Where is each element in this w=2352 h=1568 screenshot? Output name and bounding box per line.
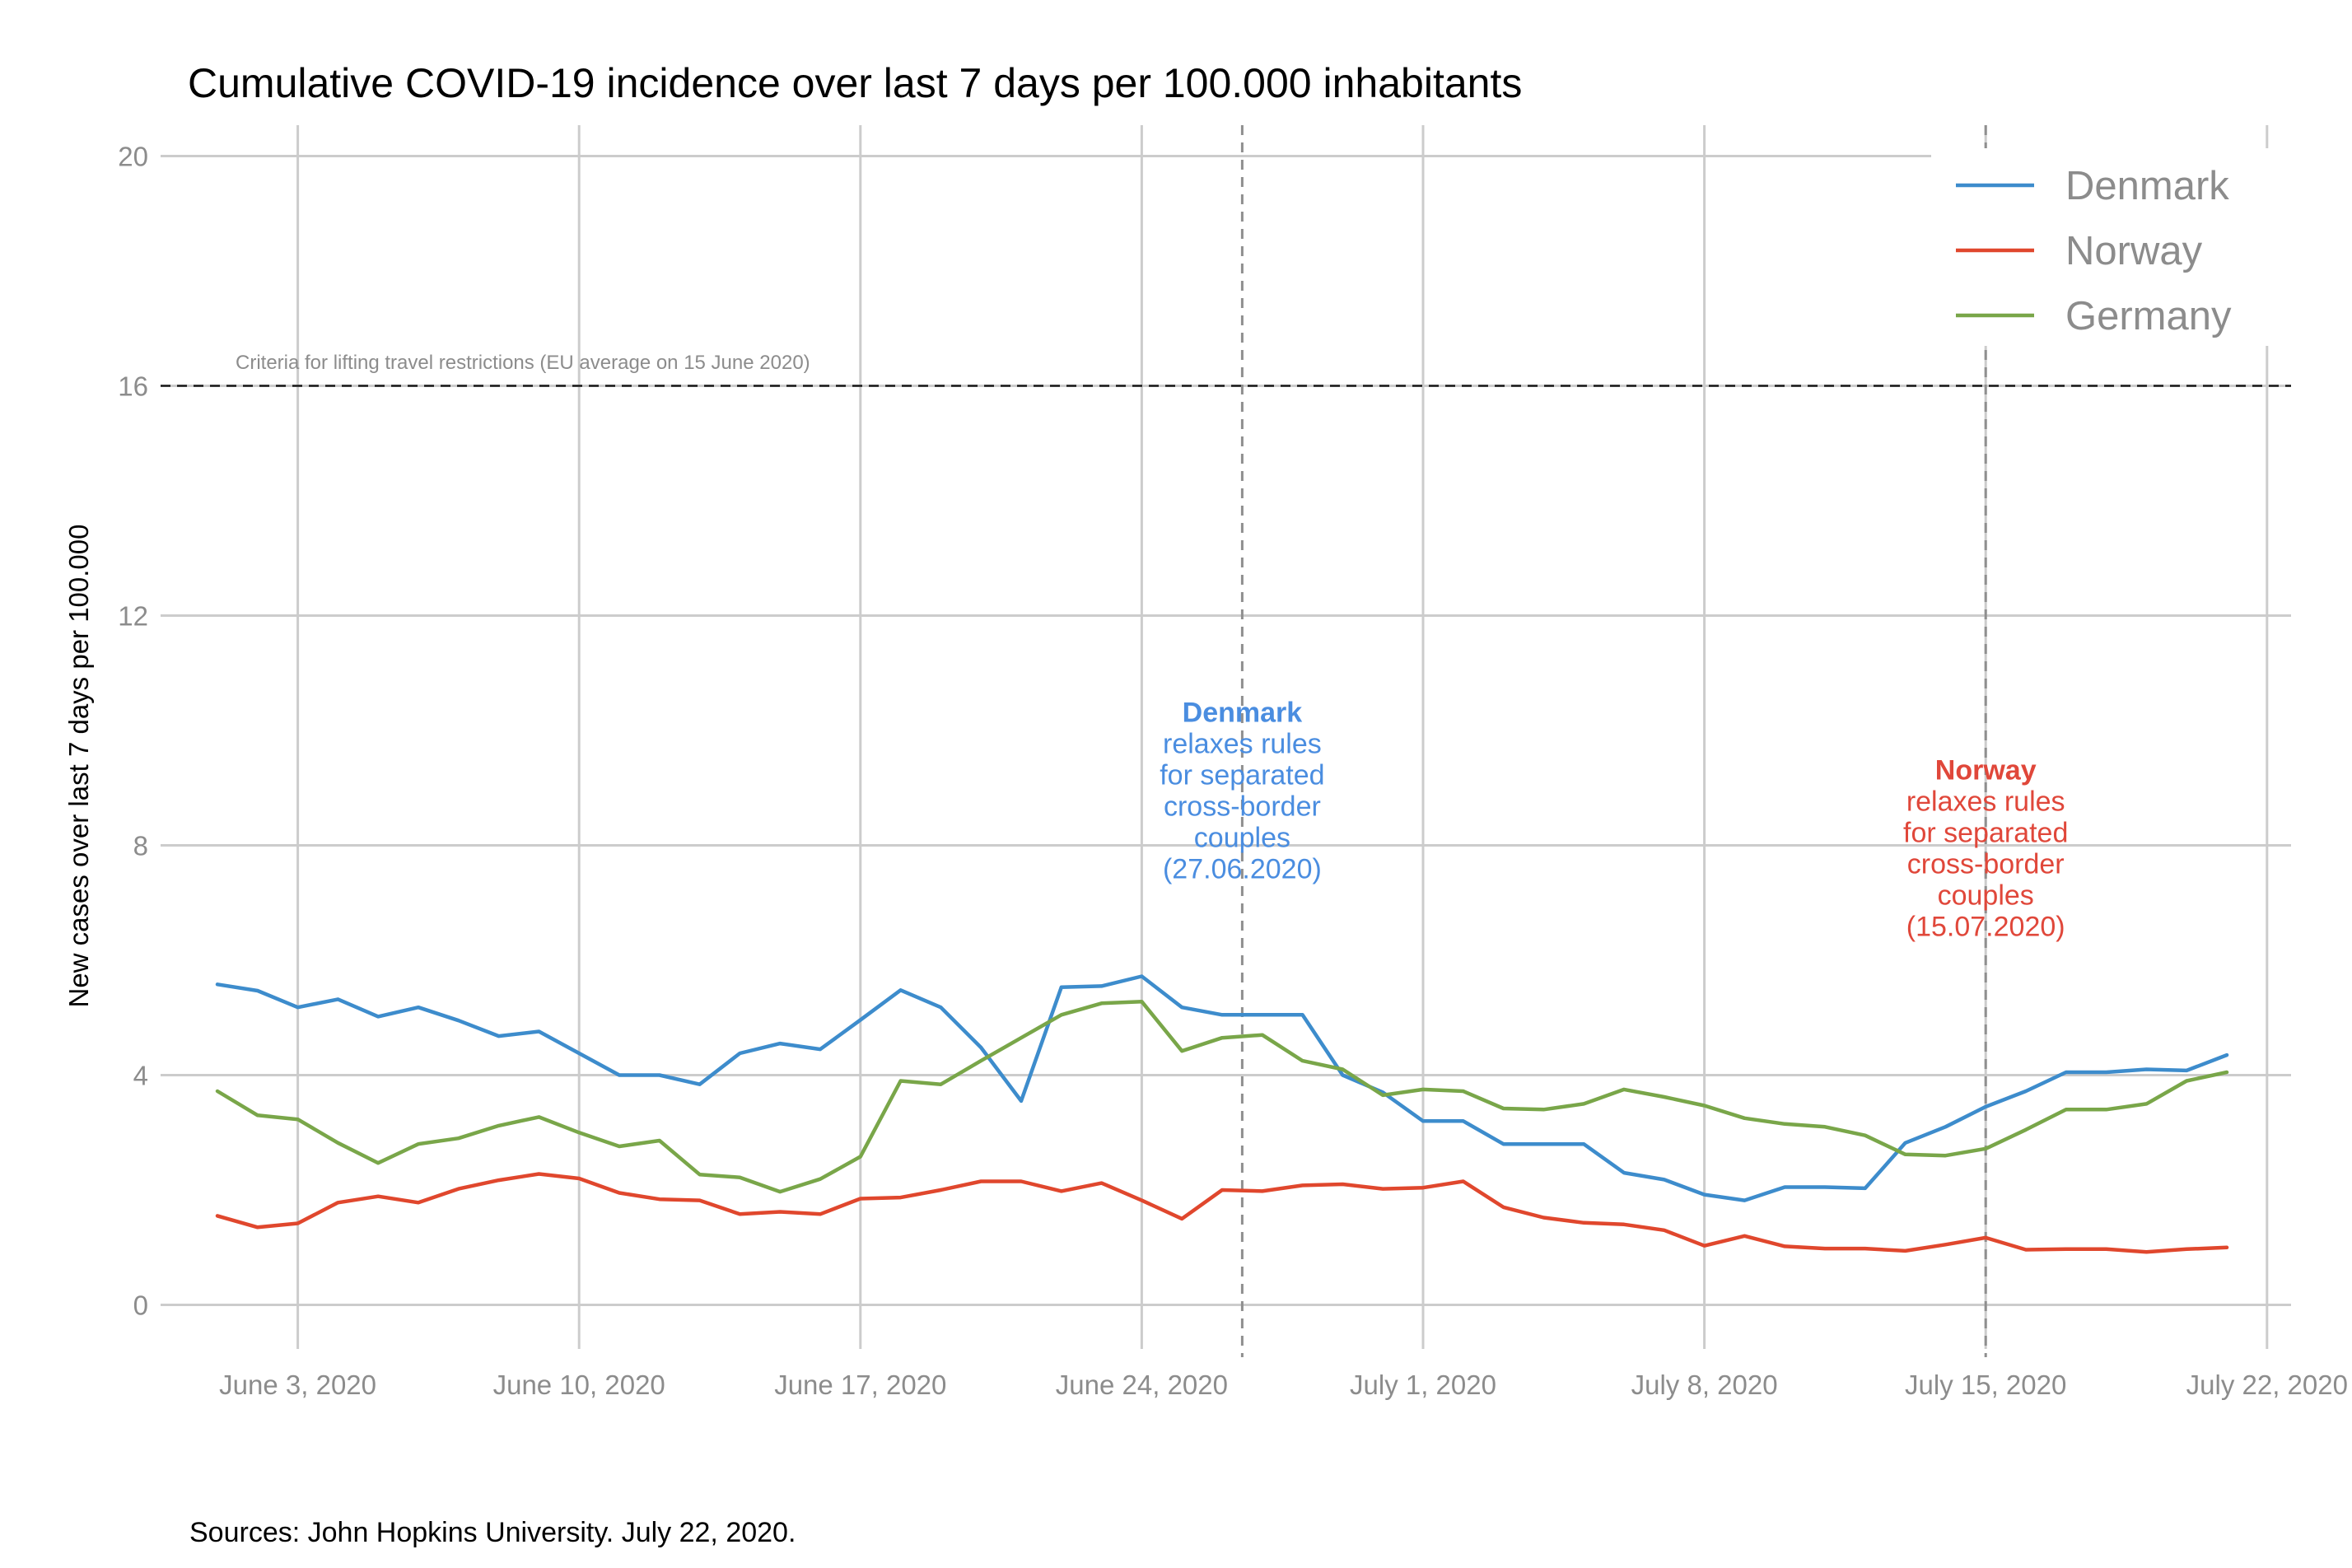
x-tick-label: June 17, 2020 [774,1370,946,1400]
legend-background [1931,148,2302,346]
series-line-norway [215,1172,2229,1254]
event-lines [1240,125,1987,1357]
annotation-denmark-line: (27.06.2020) [1163,854,1322,885]
legend-label-norway: Norway [2065,229,2203,273]
y-axis-label: New cases over last 7 days per 100.000 [63,525,94,1008]
x-tick-label: June 3, 2020 [219,1370,376,1400]
annotation-denmark-line: for separated [1160,760,1324,791]
x-gridlines [296,125,2269,1349]
x-tick-label: June 24, 2020 [1056,1370,1228,1400]
x-tick-label: July 1, 2020 [1350,1370,1496,1400]
annotation-denmark-line: couples [1194,823,1290,854]
annotation-denmark-title: Denmark [1183,698,1303,729]
legend-label-germany: Germany [2065,294,2232,338]
annotation-norway-line: (15.07.2020) [1906,911,2065,942]
y-tick-labels: 0 4 8 12 16 20 [118,142,148,1321]
x-tick-label: July 15, 2020 [1905,1370,2066,1400]
legend: Denmark Norway Germany [1931,148,2302,346]
y-tick-label: 16 [118,371,148,402]
annotation-norway-title: Norway [1935,754,2037,786]
y-tick-label: 0 [133,1290,148,1321]
x-tick-label: July 8, 2020 [1631,1370,1778,1400]
annotation-norway-line: couples [1938,880,2034,911]
caption: Sources: John Hopkins University. July 2… [189,1517,796,1548]
y-tick-label: 12 [118,601,148,632]
annotation-norway-line: cross-border [1907,848,2065,880]
x-tick-label: July 22, 2020 [2186,1370,2348,1400]
annotation-norway-line: for separated [1903,817,2068,848]
annotation-denmark-line: cross-border [1164,791,1321,823]
chart-title: Cumulative COVID-19 incidence over last … [188,60,1522,106]
y-tick-label: 20 [118,142,148,172]
y-tick-label: 8 [133,831,148,861]
x-tick-label: June 10, 2020 [493,1370,665,1400]
y-tick-label: 4 [133,1061,148,1091]
threshold-label: Criteria for lifting travel restrictions… [236,352,810,374]
annotation-norway-line: relaxes rules [1906,786,2065,817]
x-tick-labels: June 3, 2020 June 10, 2020 June 17, 2020 Ju… [219,1370,2348,1400]
series-line-germany [215,999,2229,1194]
series-lines [215,974,2229,1254]
annotation-denmark-line: relaxes rules [1163,729,1322,760]
legend-label-denmark: Denmark [2065,164,2229,208]
series-line-denmark [215,974,2229,1202]
